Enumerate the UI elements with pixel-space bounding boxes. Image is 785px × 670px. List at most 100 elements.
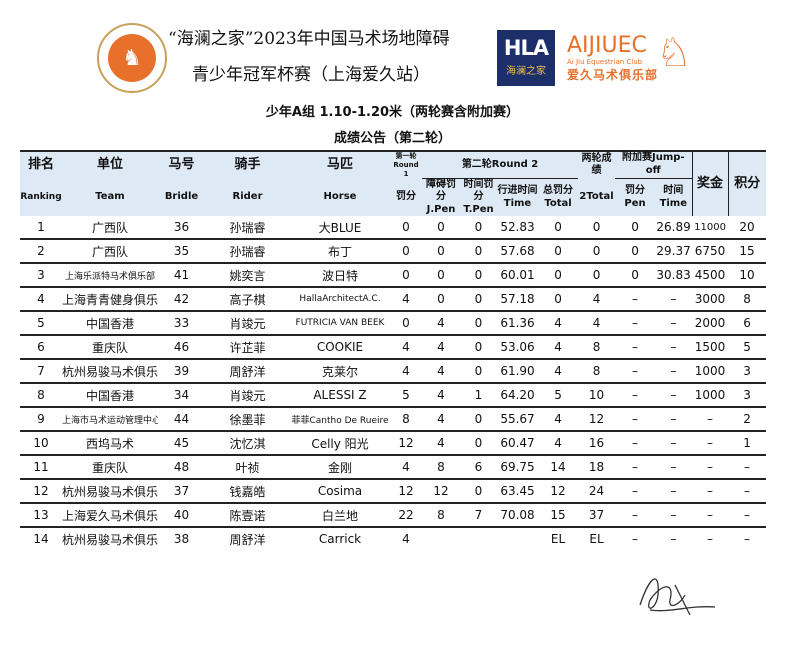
- cell-prize: –: [692, 407, 729, 433]
- cell-jo-pen: –: [615, 311, 656, 337]
- cell-points: 3: [728, 383, 767, 409]
- cell-r1-pen: 4: [390, 287, 422, 313]
- cell-total: 5: [538, 383, 579, 409]
- cell-tpen: 0: [460, 335, 497, 361]
- cell-two-total: 4: [578, 287, 616, 313]
- header-rank: 排名: [20, 149, 62, 179]
- cell-jo-pen: 0: [615, 216, 656, 241]
- aijiu-logo-en: Ai Jiu Equestrian Club: [567, 58, 643, 66]
- cell-jo-time: –: [655, 503, 693, 529]
- cell-time: 60.47: [497, 431, 538, 457]
- cell-tpen: 0: [460, 359, 497, 385]
- header-team: 单位: [62, 149, 158, 179]
- cell-jo-pen: –: [615, 359, 656, 385]
- cell-horse: Celly 阳光: [290, 431, 390, 457]
- cell-two-total: 18: [578, 455, 616, 481]
- cell-rank: 4: [20, 287, 62, 313]
- cell-jpen: 8: [422, 455, 460, 481]
- title-line-2: 青少年冠军杯赛（上海爱久站）: [192, 65, 430, 85]
- cell-points: 6: [728, 311, 767, 337]
- cell-time: 60.01: [497, 263, 538, 289]
- table-row: 14 杭州易骏马术俱乐部 38 周舒洋 Carrick 4 EL EL – – – –: [20, 527, 766, 550]
- cell-team: 杭州易骏马术俱乐部: [62, 532, 158, 547]
- cell-prize: 2000: [692, 311, 729, 337]
- cell-total: 4: [538, 407, 579, 433]
- time-en: Time: [503, 197, 532, 209]
- header-tpen: 时间罚分 T.Pen: [460, 178, 497, 217]
- cell-total: 0: [538, 287, 579, 313]
- cell-time: 55.67: [497, 407, 538, 433]
- cell-jo-time: –: [655, 335, 693, 361]
- cell-rank: 14: [33, 532, 49, 547]
- cell-r1-pen: 4: [390, 359, 422, 385]
- cell-jo-pen: –: [615, 383, 656, 409]
- cell-horse: HallaArchitectA.C.: [290, 287, 390, 313]
- cell-bridle: 44: [158, 407, 205, 433]
- cell-jpen: 12: [422, 479, 460, 505]
- cell-bridle: 35: [158, 239, 205, 265]
- cell-prize: 1000: [692, 383, 729, 409]
- cell-time: 63.45: [497, 479, 538, 505]
- cell-bridle: 36: [158, 216, 205, 241]
- header-jo-pen: 罚分 Pen: [615, 178, 656, 217]
- cell-r1-pen: 0: [390, 263, 422, 289]
- header-team-en: Team: [62, 178, 158, 217]
- header-total: 总罚分 Total: [538, 178, 579, 217]
- cell-two-total: 0: [578, 263, 616, 289]
- cell-team: 中国香港: [62, 383, 158, 409]
- event-subtitle: 少年A组 1.10-1.20米（两轮赛含附加赛）: [265, 105, 520, 120]
- cell-jpen: 4: [422, 335, 460, 361]
- aijiu-horse-icon: ♘: [656, 30, 692, 76]
- header-horse: 马匹: [290, 149, 390, 179]
- cell-r1-pen: 22: [390, 503, 422, 529]
- cell-tpen: 1: [460, 383, 497, 409]
- cell-prize: –: [692, 503, 729, 529]
- cell-total: 0: [538, 239, 579, 265]
- cell-tpen: 0: [460, 216, 497, 241]
- cell-rider: 肖竣元: [205, 383, 290, 409]
- cell-team: 上海市马术运动管理中心: [62, 407, 158, 433]
- table-row: 11 重庆队 48 叶祯 金刚 4 8 6 69.75 14 18– – – –: [20, 455, 767, 481]
- header-rank-en: Ranking: [20, 178, 62, 217]
- cell-tpen: 7: [460, 503, 497, 529]
- cell-tpen: [460, 527, 497, 550]
- horse-icon: ♞: [108, 34, 156, 82]
- cell-prize: –: [692, 479, 729, 505]
- cell-r1-pen: 12: [390, 479, 422, 505]
- results-title: 成绩公告（第二轮）: [333, 131, 451, 146]
- header-two-total: 两轮成绩: [578, 149, 616, 179]
- cell-rider: 姚奕言: [205, 263, 290, 289]
- cell-two-total: 16: [578, 431, 616, 457]
- cell-team: 杭州易骏马术俱乐部: [62, 479, 158, 505]
- cell-bridle: 34: [158, 383, 205, 409]
- cell-tpen: 0: [460, 287, 497, 313]
- cell-horse: Carrick: [318, 532, 362, 547]
- results-body: 1 广西队 36 孙瑞睿 大BLUE 0 0 0 52.83 0 0 0 26.89 11000 20 2 广西…: [20, 216, 767, 550]
- aijiu-logo-main: AIJIUEC: [567, 33, 647, 58]
- cell-jo-time: –: [655, 287, 693, 313]
- cell-jpen: 0: [422, 287, 460, 313]
- cell-bridle: 48: [158, 455, 205, 481]
- jpen-cn: 障碍罚分: [426, 178, 456, 203]
- cell-jpen: [422, 527, 460, 550]
- cell-jo-pen: –: [615, 455, 656, 481]
- cell-jpen: 0: [422, 263, 460, 289]
- cell-horse: 金刚: [290, 455, 390, 481]
- cell-time: 61.36: [497, 311, 538, 337]
- cell-bridle: 45: [158, 431, 205, 457]
- hla-logo-main: HLA: [503, 36, 549, 60]
- cell-jo-time: 29.37: [655, 239, 693, 265]
- cell-rank: 13: [20, 503, 62, 529]
- header-round1: 第一轮 Round 1: [390, 149, 422, 179]
- cell-r1-pen: 4: [402, 532, 410, 547]
- cell-rank: 2: [20, 239, 62, 265]
- jo-time-en: Time: [659, 197, 688, 209]
- cell-prize: –: [692, 431, 729, 457]
- cell-time: 53.06: [497, 335, 538, 361]
- cell-two-total: 8: [578, 359, 616, 385]
- header-bridle-en: Bridle: [158, 178, 205, 217]
- cell-jo-time: –: [655, 455, 693, 481]
- round1-en: Round 1: [393, 160, 419, 178]
- cell-jo-pen: –: [615, 503, 656, 529]
- cell-team: 中国香港: [62, 311, 158, 337]
